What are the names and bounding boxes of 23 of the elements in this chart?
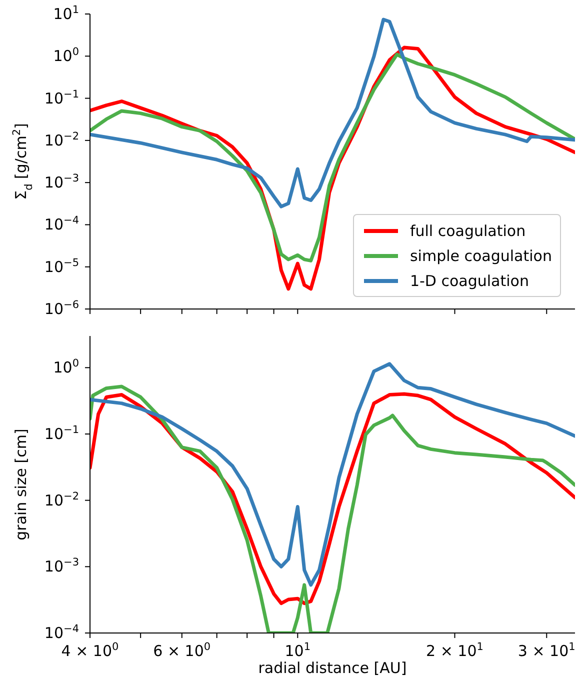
legend-label: full coagulation: [410, 222, 526, 240]
y-tick-label: 10$^{−2}$: [44, 490, 79, 510]
y-tick-label: 10$^{−2}$: [44, 130, 79, 150]
y-tick-label: 10$^{−6}$: [44, 299, 80, 318]
y-tick-label: 10$^{−4}$: [44, 214, 80, 234]
x-tick-label: 3 × 10$^{1}$: [518, 641, 576, 660]
y-tick-label: 10$^{−1}$: [44, 88, 79, 108]
y-tick-label: 10$^{−3}$: [44, 556, 79, 576]
y-tick-label: 10$^{0}$: [53, 358, 79, 377]
y-tick-label: 10$^{0}$: [53, 46, 79, 66]
y-axis-title: grain size [cm]: [12, 428, 30, 540]
y-tick-label: 10$^{−5}$: [44, 256, 79, 276]
x-tick-label: 10$^{1}$: [284, 641, 311, 660]
legend-label: simple coagulation: [410, 246, 552, 264]
y-tick-label: 10$^{−4}$: [44, 623, 80, 642]
y-tick-label: 10$^{−1}$: [44, 424, 79, 443]
x-axis-title: radial distance [AU]: [258, 659, 407, 677]
y-tick-label: 10$^{−3}$: [44, 172, 79, 192]
x-tick-label: 4 × 10$^{0}$: [61, 641, 119, 660]
x-tick-label: 2 × 10$^{1}$: [426, 641, 484, 660]
y-tick-label: 10$^{1}$: [53, 4, 79, 23]
legend-label: 1-D coagulation: [410, 272, 529, 290]
x-tick-label: 6 × 10$^{0}$: [153, 641, 211, 660]
